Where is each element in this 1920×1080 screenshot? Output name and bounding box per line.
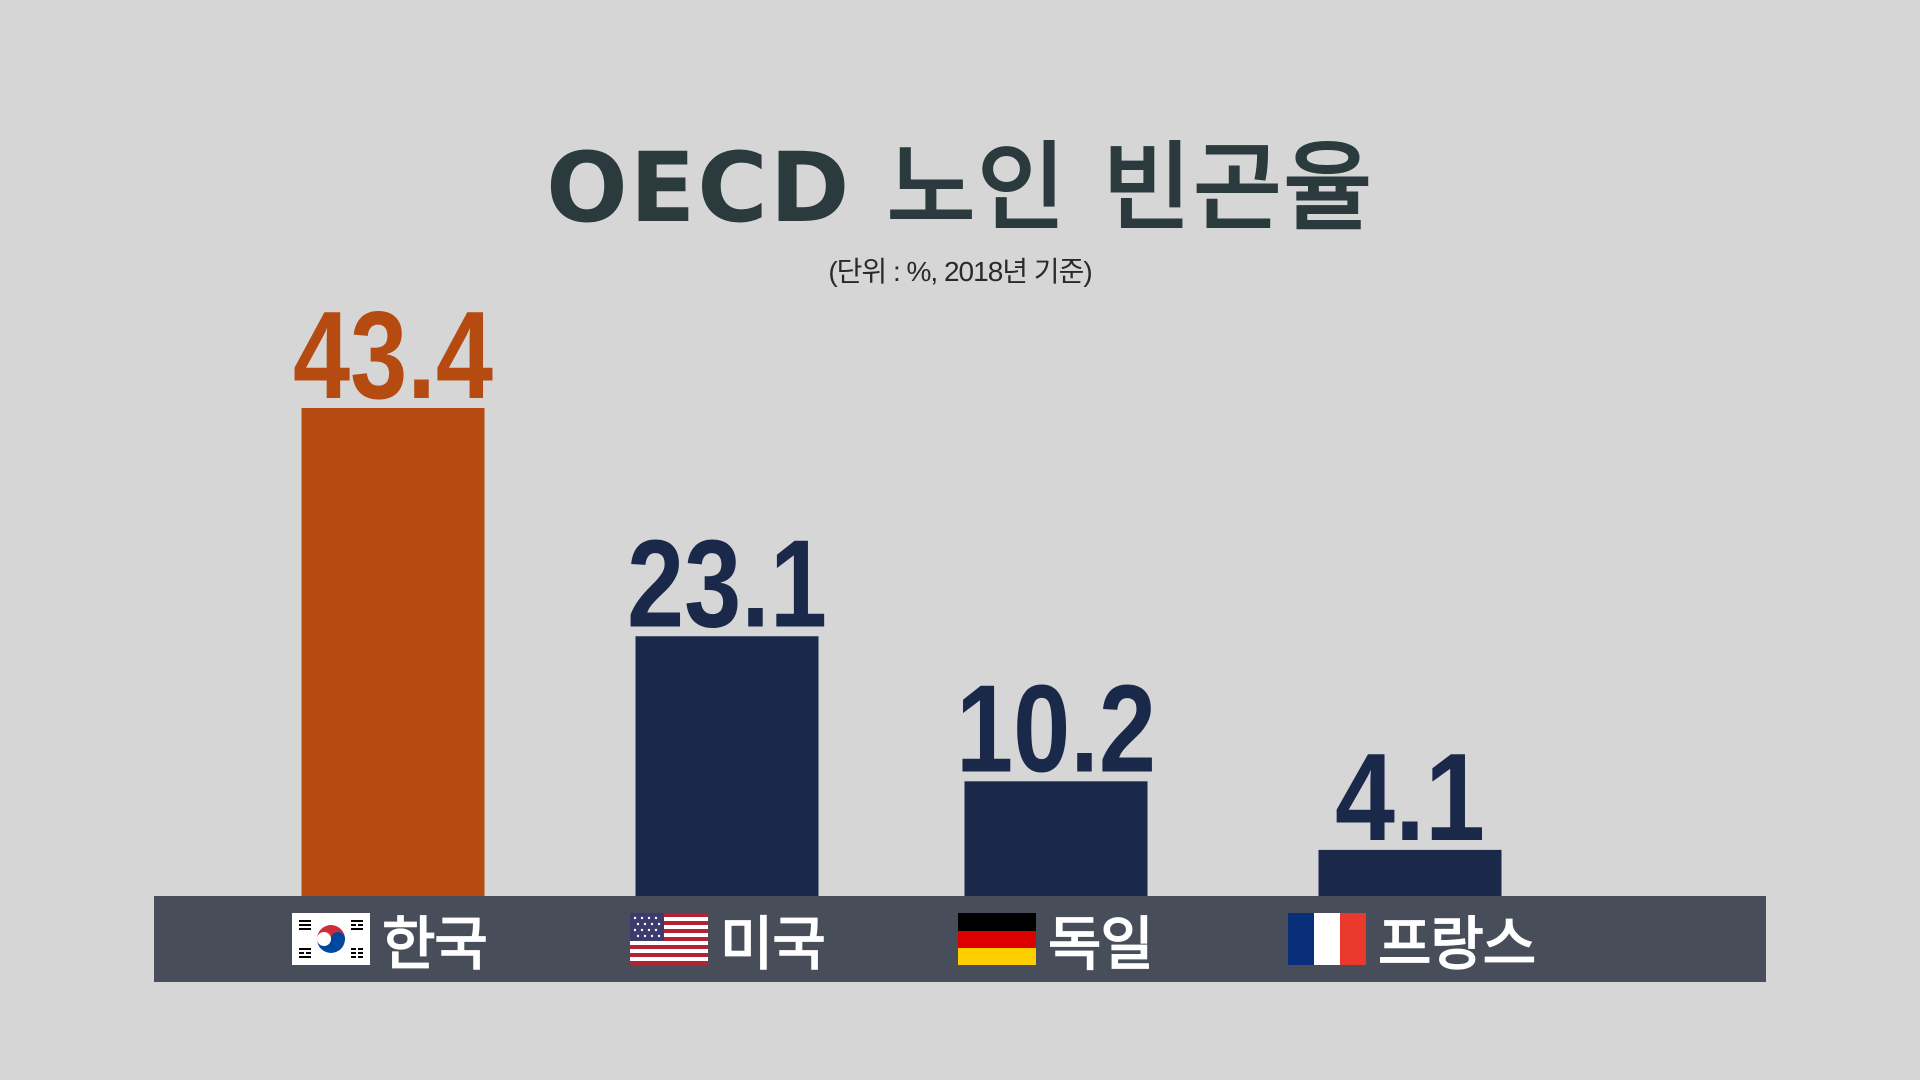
category-france: 프랑스 (1288, 896, 1536, 982)
bar-2 (964, 781, 1148, 896)
germany-flag-icon (958, 913, 1036, 965)
category-korea: 한국 (292, 896, 488, 982)
category-label-korea: 한국 (382, 910, 488, 978)
france-flag-icon (1288, 913, 1366, 965)
value-label-0: 43.4 (293, 287, 493, 425)
category-label-france: 프랑스 (1378, 910, 1536, 978)
south-korea-flag-icon (292, 913, 370, 965)
bar-3 (1318, 849, 1502, 896)
value-label-2: 10.2 (956, 660, 1156, 798)
value-label-3: 4.1 (1335, 729, 1485, 867)
chart-subtitle: (단위 : %, 2018년 기준) (828, 256, 1092, 287)
category-label-germany: 독일 (1048, 910, 1154, 978)
category-germany: 독일 (958, 896, 1154, 982)
bar-1 (635, 636, 819, 896)
usa-flag-icon (630, 913, 708, 965)
value-label-1: 23.1 (627, 515, 827, 653)
chart-title: OECD 노인 빈곤율 (546, 132, 1374, 244)
bar-0 (301, 408, 485, 896)
category-label-usa: 미국 (720, 910, 826, 978)
category-usa: 미국 (630, 896, 826, 982)
